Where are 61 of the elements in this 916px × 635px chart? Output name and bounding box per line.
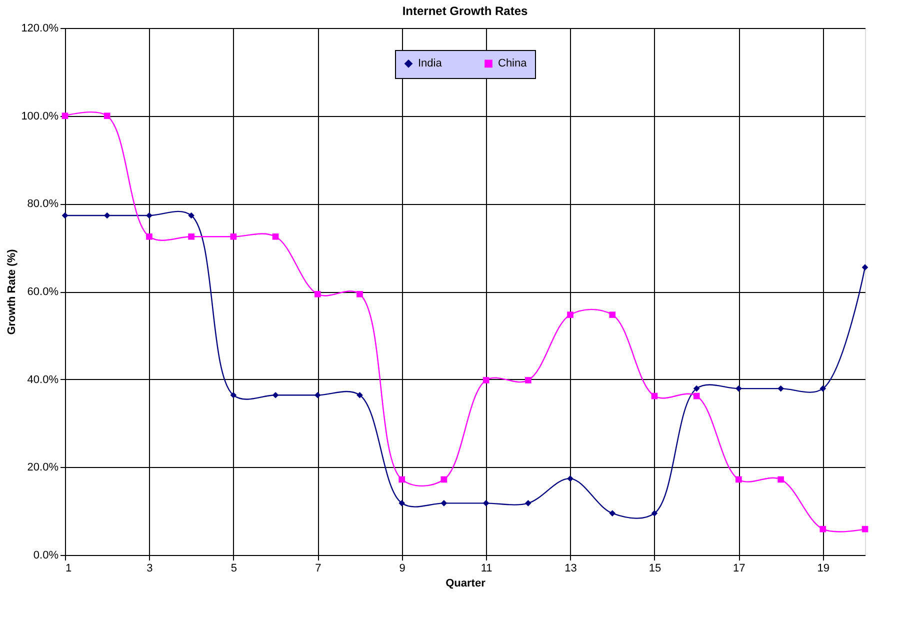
point — [356, 290, 363, 298]
point — [567, 312, 574, 318]
point — [820, 385, 826, 392]
x-tick-label: 5 — [230, 562, 237, 574]
point — [862, 264, 868, 271]
y-tick-label: 100.0% — [21, 110, 59, 122]
point — [188, 233, 194, 240]
point — [188, 212, 194, 219]
point — [440, 476, 448, 483]
point — [314, 290, 321, 298]
point — [820, 526, 826, 532]
x-tick-label: 19 — [817, 562, 830, 574]
x-tick-label: 13 — [564, 562, 577, 574]
x-tick-label: 7 — [315, 562, 322, 574]
point — [693, 392, 700, 400]
point — [693, 385, 700, 392]
x-axis-title: Quarter — [446, 578, 486, 590]
x-tick-label: 1 — [66, 562, 72, 574]
point — [651, 392, 658, 400]
point — [146, 212, 152, 219]
point — [398, 500, 406, 506]
x-tick-label: 11 — [480, 562, 492, 574]
point — [62, 212, 68, 219]
y-tick-label: 80.0% — [27, 198, 59, 210]
y-tick-label: 0.0% — [33, 550, 59, 562]
point — [146, 233, 152, 240]
point — [440, 500, 448, 506]
point — [524, 377, 532, 384]
point — [230, 233, 237, 240]
point — [314, 392, 321, 398]
point — [104, 212, 110, 219]
point — [398, 476, 406, 483]
point — [609, 510, 616, 516]
x-tick-label: 9 — [399, 562, 406, 574]
point — [862, 526, 868, 532]
legend-label: India — [418, 58, 443, 70]
point — [104, 112, 110, 119]
point — [651, 510, 658, 516]
point — [482, 500, 490, 506]
y-axis-title: Growth Rate (%) — [6, 248, 18, 335]
point — [567, 475, 574, 482]
point — [778, 385, 784, 392]
point — [230, 392, 237, 398]
chart-title: Internet Growth Rates — [402, 4, 528, 18]
point — [272, 392, 279, 398]
x-tick-label: 17 — [733, 562, 746, 574]
x-tick-label: 15 — [648, 562, 662, 574]
point — [609, 312, 616, 318]
point — [482, 377, 490, 384]
y-tick-label: 120.0% — [21, 22, 59, 34]
legend-label: China — [498, 58, 528, 70]
y-tick-label: 20.0% — [27, 462, 59, 474]
y-tick-label: 40.0% — [27, 374, 59, 386]
point — [736, 476, 742, 483]
y-tick-label: 60.0% — [27, 286, 59, 298]
x-tick-label: 3 — [146, 562, 153, 574]
point — [736, 385, 742, 392]
point — [356, 392, 363, 398]
point — [524, 500, 532, 506]
point — [272, 233, 279, 240]
point — [778, 476, 784, 483]
